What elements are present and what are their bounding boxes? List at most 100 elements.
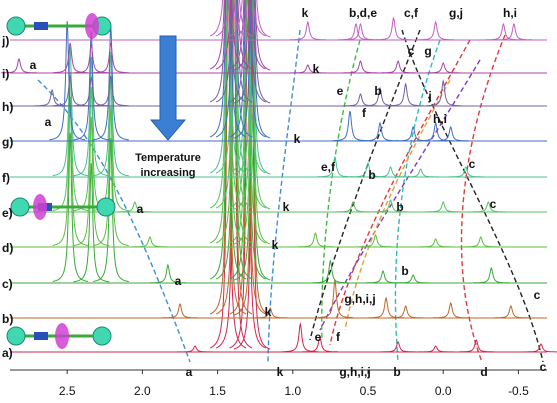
peak <box>376 16 412 41</box>
peak <box>209 0 247 103</box>
linker <box>34 22 48 30</box>
peak <box>448 166 484 178</box>
peak-label: a <box>45 115 52 129</box>
guide-line <box>37 79 191 363</box>
peak-label: h,i <box>433 112 447 126</box>
guide-line <box>460 34 506 363</box>
peak-label: a <box>30 58 37 72</box>
macrocycle <box>55 323 69 349</box>
stopper <box>6 326 26 346</box>
peak <box>297 231 334 248</box>
guide-line <box>267 29 301 363</box>
peak <box>93 42 129 74</box>
peak <box>52 46 89 177</box>
peak <box>470 201 507 213</box>
peak <box>335 201 371 213</box>
peak <box>425 62 462 74</box>
peak <box>485 22 522 41</box>
peak <box>252 307 289 319</box>
x-tick-label: 2.5 <box>59 384 76 398</box>
trace-label: f) <box>2 171 10 185</box>
x-tick-label: 2.0 <box>134 384 151 398</box>
linker <box>34 332 48 340</box>
peak-label: d <box>480 365 487 379</box>
peak <box>289 64 326 74</box>
peak <box>73 116 110 247</box>
peak <box>177 345 214 353</box>
peak <box>289 20 326 41</box>
peak-label: c,f <box>404 6 419 20</box>
peak-label: k <box>265 305 272 319</box>
x-tick-label: 0.5 <box>360 384 377 398</box>
macrocycle <box>85 13 99 39</box>
peak <box>342 60 379 74</box>
peak-label: c <box>469 157 476 171</box>
peak <box>463 236 499 248</box>
peak-label: f <box>362 106 367 120</box>
peak <box>229 0 266 174</box>
peak <box>1 57 38 74</box>
spectra <box>1 0 557 353</box>
peak <box>215 0 253 280</box>
peak <box>34 88 71 107</box>
trace-label: e) <box>2 206 13 220</box>
peak-label: j <box>427 89 431 103</box>
peak-label: e,f <box>321 160 336 174</box>
peak <box>215 0 253 103</box>
trace-label: a) <box>2 346 13 360</box>
peak-label: c <box>540 360 547 374</box>
peak <box>73 162 110 283</box>
peak <box>234 0 271 104</box>
peak <box>234 0 271 38</box>
peak <box>93 75 129 107</box>
peak-label: a <box>186 365 193 379</box>
peak <box>209 0 247 138</box>
x-tick-label: -0.5 <box>508 384 529 398</box>
peak <box>523 343 557 353</box>
guide-line <box>401 29 544 363</box>
peak-label: b <box>393 365 400 379</box>
peak <box>380 341 417 353</box>
peak <box>215 0 253 209</box>
peak <box>312 259 349 284</box>
peak <box>209 0 247 209</box>
peak <box>342 93 379 107</box>
peak <box>131 236 168 248</box>
peak-label: b <box>401 264 408 278</box>
peak <box>215 0 253 70</box>
peak <box>229 0 266 244</box>
peak <box>317 155 353 178</box>
peak-label: c <box>490 197 497 211</box>
peak-label: c <box>534 288 541 302</box>
peak-label: a <box>137 202 144 216</box>
peak-label: k <box>294 132 301 146</box>
peak <box>73 56 110 177</box>
peak <box>433 301 469 319</box>
peak <box>458 339 495 353</box>
peak <box>209 0 247 280</box>
peak <box>52 132 89 282</box>
peak-label: h,i <box>503 6 517 20</box>
peak <box>317 279 353 319</box>
peak-label: e <box>315 330 322 344</box>
peak <box>215 0 253 37</box>
peak <box>425 79 462 107</box>
peak <box>388 305 424 319</box>
peak <box>117 201 153 213</box>
peak <box>373 166 409 178</box>
peak <box>229 0 266 209</box>
peak-label: e <box>337 84 344 98</box>
peak-label: c <box>408 44 415 58</box>
peak-label: g,j <box>449 6 463 20</box>
stopper <box>6 16 26 36</box>
trace-label: h) <box>2 100 13 114</box>
peak <box>161 302 198 319</box>
peak-label: a <box>175 274 182 288</box>
peak <box>229 0 266 70</box>
annotation: increasing <box>140 167 195 179</box>
peak <box>234 0 271 281</box>
peak <box>93 25 129 141</box>
peak-label: k <box>283 200 290 214</box>
peak <box>52 96 89 246</box>
peak <box>418 238 454 248</box>
